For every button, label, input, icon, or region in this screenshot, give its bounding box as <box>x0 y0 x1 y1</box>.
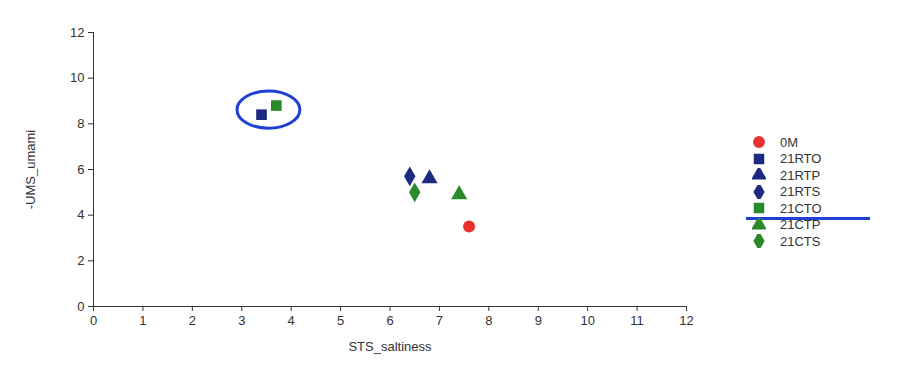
svg-text:9: 9 <box>535 313 542 328</box>
html-text:21CTS: 21CTS <box>780 233 821 249</box>
svg-text:10: 10 <box>70 70 84 85</box>
html-text:21RTS: 21RTS <box>780 184 821 200</box>
svg-text:1: 1 <box>139 313 146 328</box>
svg-text:2: 2 <box>77 253 84 268</box>
svg-text:0: 0 <box>90 313 97 328</box>
svg-text:-UMS_umami: -UMS_umami <box>23 130 38 210</box>
html-text:0M: 0M <box>780 134 799 150</box>
svg-text:11: 11 <box>630 313 644 328</box>
svg-text:8: 8 <box>77 116 84 131</box>
svg-text:4: 4 <box>288 313 295 328</box>
svg-text:8: 8 <box>485 313 492 328</box>
svg-text:12: 12 <box>679 313 693 328</box>
html-text:21RTO: 21RTO <box>780 151 822 167</box>
svg-text:7: 7 <box>436 313 443 328</box>
svg-text:5: 5 <box>337 313 344 328</box>
svg-text:STS_saltiness: STS_saltiness <box>348 339 432 354</box>
svg-text:3: 3 <box>238 313 245 328</box>
html-text:21CTP: 21CTP <box>780 217 821 233</box>
svg-text:2: 2 <box>189 313 196 328</box>
html-text:21RTP: 21RTP <box>780 167 821 183</box>
svg-text:4: 4 <box>77 207 84 222</box>
svg-text:0: 0 <box>77 299 84 314</box>
svg-text:6: 6 <box>386 313 393 328</box>
svg-text:12: 12 <box>70 25 84 40</box>
svg-text:10: 10 <box>580 313 594 328</box>
svg-text:6: 6 <box>77 162 84 177</box>
html-text:21CTO: 21CTO <box>780 200 822 216</box>
